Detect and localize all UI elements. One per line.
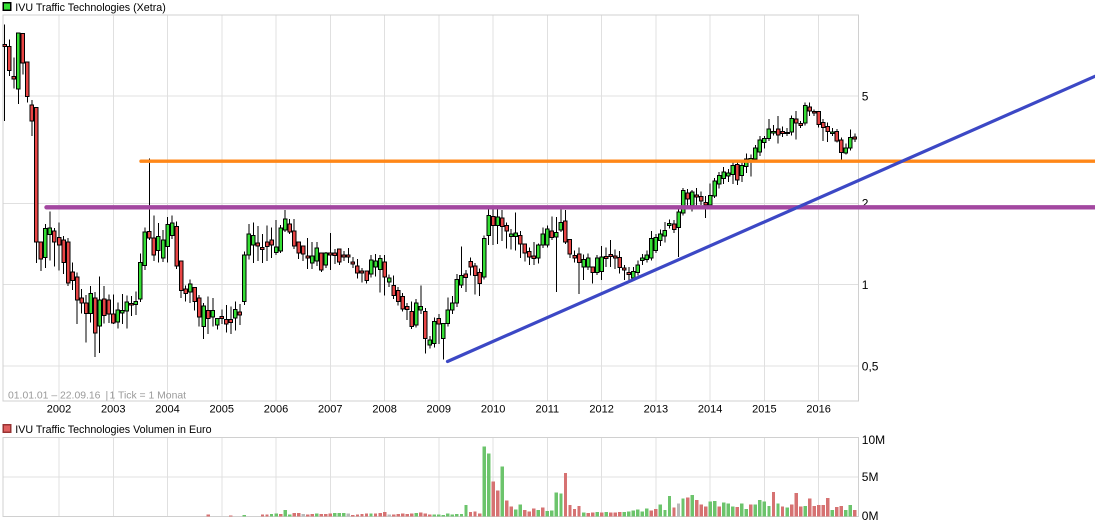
svg-text:2014: 2014 — [698, 404, 722, 416]
svg-text:2004: 2004 — [155, 404, 179, 416]
svg-text:2010: 2010 — [481, 404, 505, 416]
svg-text:1: 1 — [862, 278, 869, 292]
svg-text:2008: 2008 — [372, 404, 396, 416]
svg-text:IVU Traffic Technologies (Xetr: IVU Traffic Technologies (Xetra) — [15, 2, 165, 14]
svg-text:01.01.01 – 22.09.16: 01.01.01 – 22.09.16 — [8, 391, 101, 402]
svg-text:1 Tick = 1 Monat: 1 Tick = 1 Monat — [110, 391, 187, 402]
svg-text:2015: 2015 — [752, 404, 776, 416]
svg-text:0,5: 0,5 — [862, 359, 879, 373]
svg-text:2006: 2006 — [264, 404, 288, 416]
svg-text:IVU Traffic Technologies Volum: IVU Traffic Technologies Volumen in Euro — [15, 424, 211, 436]
svg-text:5: 5 — [862, 90, 869, 104]
svg-text:2013: 2013 — [644, 404, 668, 416]
svg-text:0M: 0M — [862, 509, 879, 523]
svg-text:5M: 5M — [862, 470, 879, 484]
svg-text:2011: 2011 — [535, 404, 559, 416]
svg-text:2005: 2005 — [210, 404, 234, 416]
svg-text:10M: 10M — [862, 433, 885, 447]
svg-text:2002: 2002 — [47, 404, 71, 416]
svg-text:|: | — [106, 391, 109, 402]
svg-text:2012: 2012 — [589, 404, 613, 416]
svg-text:2: 2 — [862, 197, 869, 211]
svg-text:2003: 2003 — [101, 404, 125, 416]
svg-text:2016: 2016 — [806, 404, 830, 416]
svg-text:2009: 2009 — [427, 404, 451, 416]
svg-text:2007: 2007 — [318, 404, 342, 416]
